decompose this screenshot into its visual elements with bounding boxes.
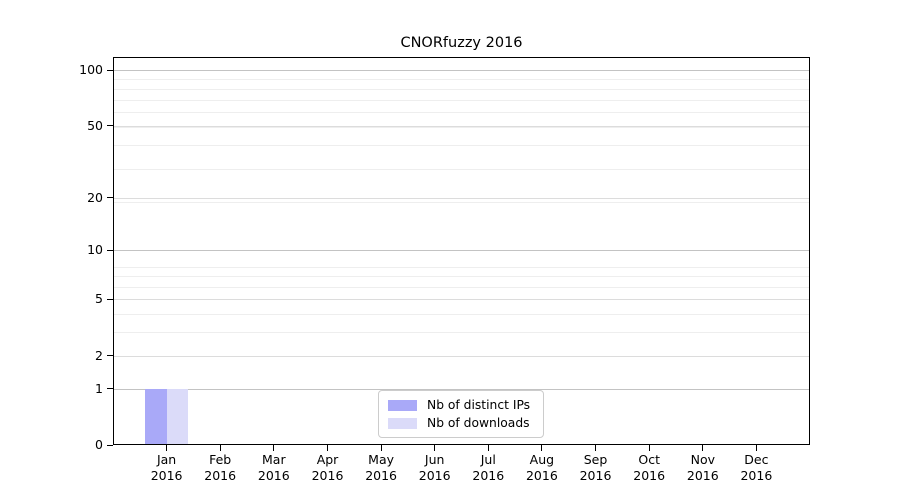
y-tick-label-10: 10 [87, 242, 103, 258]
x-tick-mark-1 [219, 445, 221, 451]
y-tick-mark-50 [107, 125, 113, 127]
gridline-major-5 [114, 299, 809, 301]
bar-nb-of-distinct-ips-jan-2016 [145, 388, 167, 444]
legend-item-downloads: Nb of downloads [388, 415, 534, 431]
legend-swatch-downloads [388, 417, 417, 429]
gridline-major-10 [114, 250, 809, 252]
gridline-minor [114, 286, 809, 288]
x-tick-mark-7 [541, 445, 543, 451]
y-tick-label-1: 1 [95, 380, 103, 396]
gridline-minor [114, 99, 809, 101]
x-tick-mark-5 [434, 445, 436, 451]
y-tick-label-2: 2 [95, 347, 103, 363]
legend-swatch-distinct-ips [388, 399, 417, 411]
x-tick-mark-2 [273, 445, 275, 451]
x-tick-label-8: Sep 2016 [579, 452, 612, 483]
y-tick-label-100: 100 [79, 62, 103, 77]
legend-label-distinct-ips: Nb of distinct IPs [427, 398, 531, 412]
x-tick-mark-6 [487, 445, 489, 451]
y-tick-mark-10 [107, 249, 113, 251]
legend-item-distinct-ips: Nb of distinct IPs [388, 397, 534, 413]
x-tick-mark-8 [594, 445, 597, 451]
x-tick-label-9: Oct 2016 [633, 452, 666, 483]
y-tick-mark-1 [107, 388, 113, 390]
legend: Nb of distinct IPs Nb of downloads [378, 390, 544, 438]
gridline-minor [114, 276, 809, 277]
x-tick-label-5: Jun 2016 [418, 452, 451, 483]
gridline-minor [114, 88, 809, 90]
chart-title: CNORfuzzy 2016 [400, 35, 523, 51]
y-tick-label-20: 20 [87, 189, 103, 205]
x-tick-label-1: Feb 2016 [204, 452, 237, 483]
y-tick-label-5: 5 [95, 291, 103, 307]
x-tick-mark-11 [755, 445, 757, 451]
gridline-minor [114, 145, 809, 147]
gridline-major-1 [114, 388, 809, 390]
x-tick-mark-4 [380, 445, 382, 451]
x-tick-mark-10 [702, 445, 704, 451]
gridline-minor [114, 332, 809, 334]
gridline-major-20 [114, 197, 809, 199]
gridline-minor [114, 79, 809, 81]
x-tick-label-7: Aug 2016 [525, 452, 558, 483]
legend-label-downloads: Nb of downloads [427, 416, 530, 430]
gridline-minor [114, 168, 809, 170]
gridline-major-100 [114, 70, 809, 71]
x-tick-mark-9 [648, 445, 650, 451]
y-tick-label-0: 0 [95, 437, 103, 452]
y-tick-mark-20 [107, 197, 113, 199]
y-tick-label-50: 50 [87, 117, 103, 133]
gridline-minor [114, 314, 809, 316]
y-tick-mark-100 [107, 69, 113, 71]
gridline-minor [114, 127, 809, 129]
y-tick-mark-5 [107, 298, 113, 301]
gridline-major-2 [114, 355, 809, 357]
y-tick-mark-0 [107, 444, 113, 446]
x-tick-label-10: Nov 2016 [686, 452, 719, 483]
x-tick-label-6: Jul 2016 [472, 452, 505, 483]
x-tick-label-11: Dec 2016 [740, 452, 773, 483]
x-tick-label-4: May 2016 [365, 452, 397, 483]
gridline-major-50 [114, 125, 809, 127]
gridline-minor [114, 266, 809, 268]
x-tick-label-0: Jan 2016 [150, 452, 183, 483]
gridline-minor [114, 201, 809, 203]
x-tick-mark-3 [326, 445, 329, 451]
y-tick-mark-2 [107, 355, 113, 357]
x-tick-mark-0 [166, 445, 168, 451]
x-tick-label-3: Apr 2016 [311, 452, 344, 483]
x-tick-label-2: Mar 2016 [257, 452, 290, 483]
gridline-minor [114, 112, 809, 114]
bar-nb-of-downloads-jan-2016 [166, 388, 189, 444]
